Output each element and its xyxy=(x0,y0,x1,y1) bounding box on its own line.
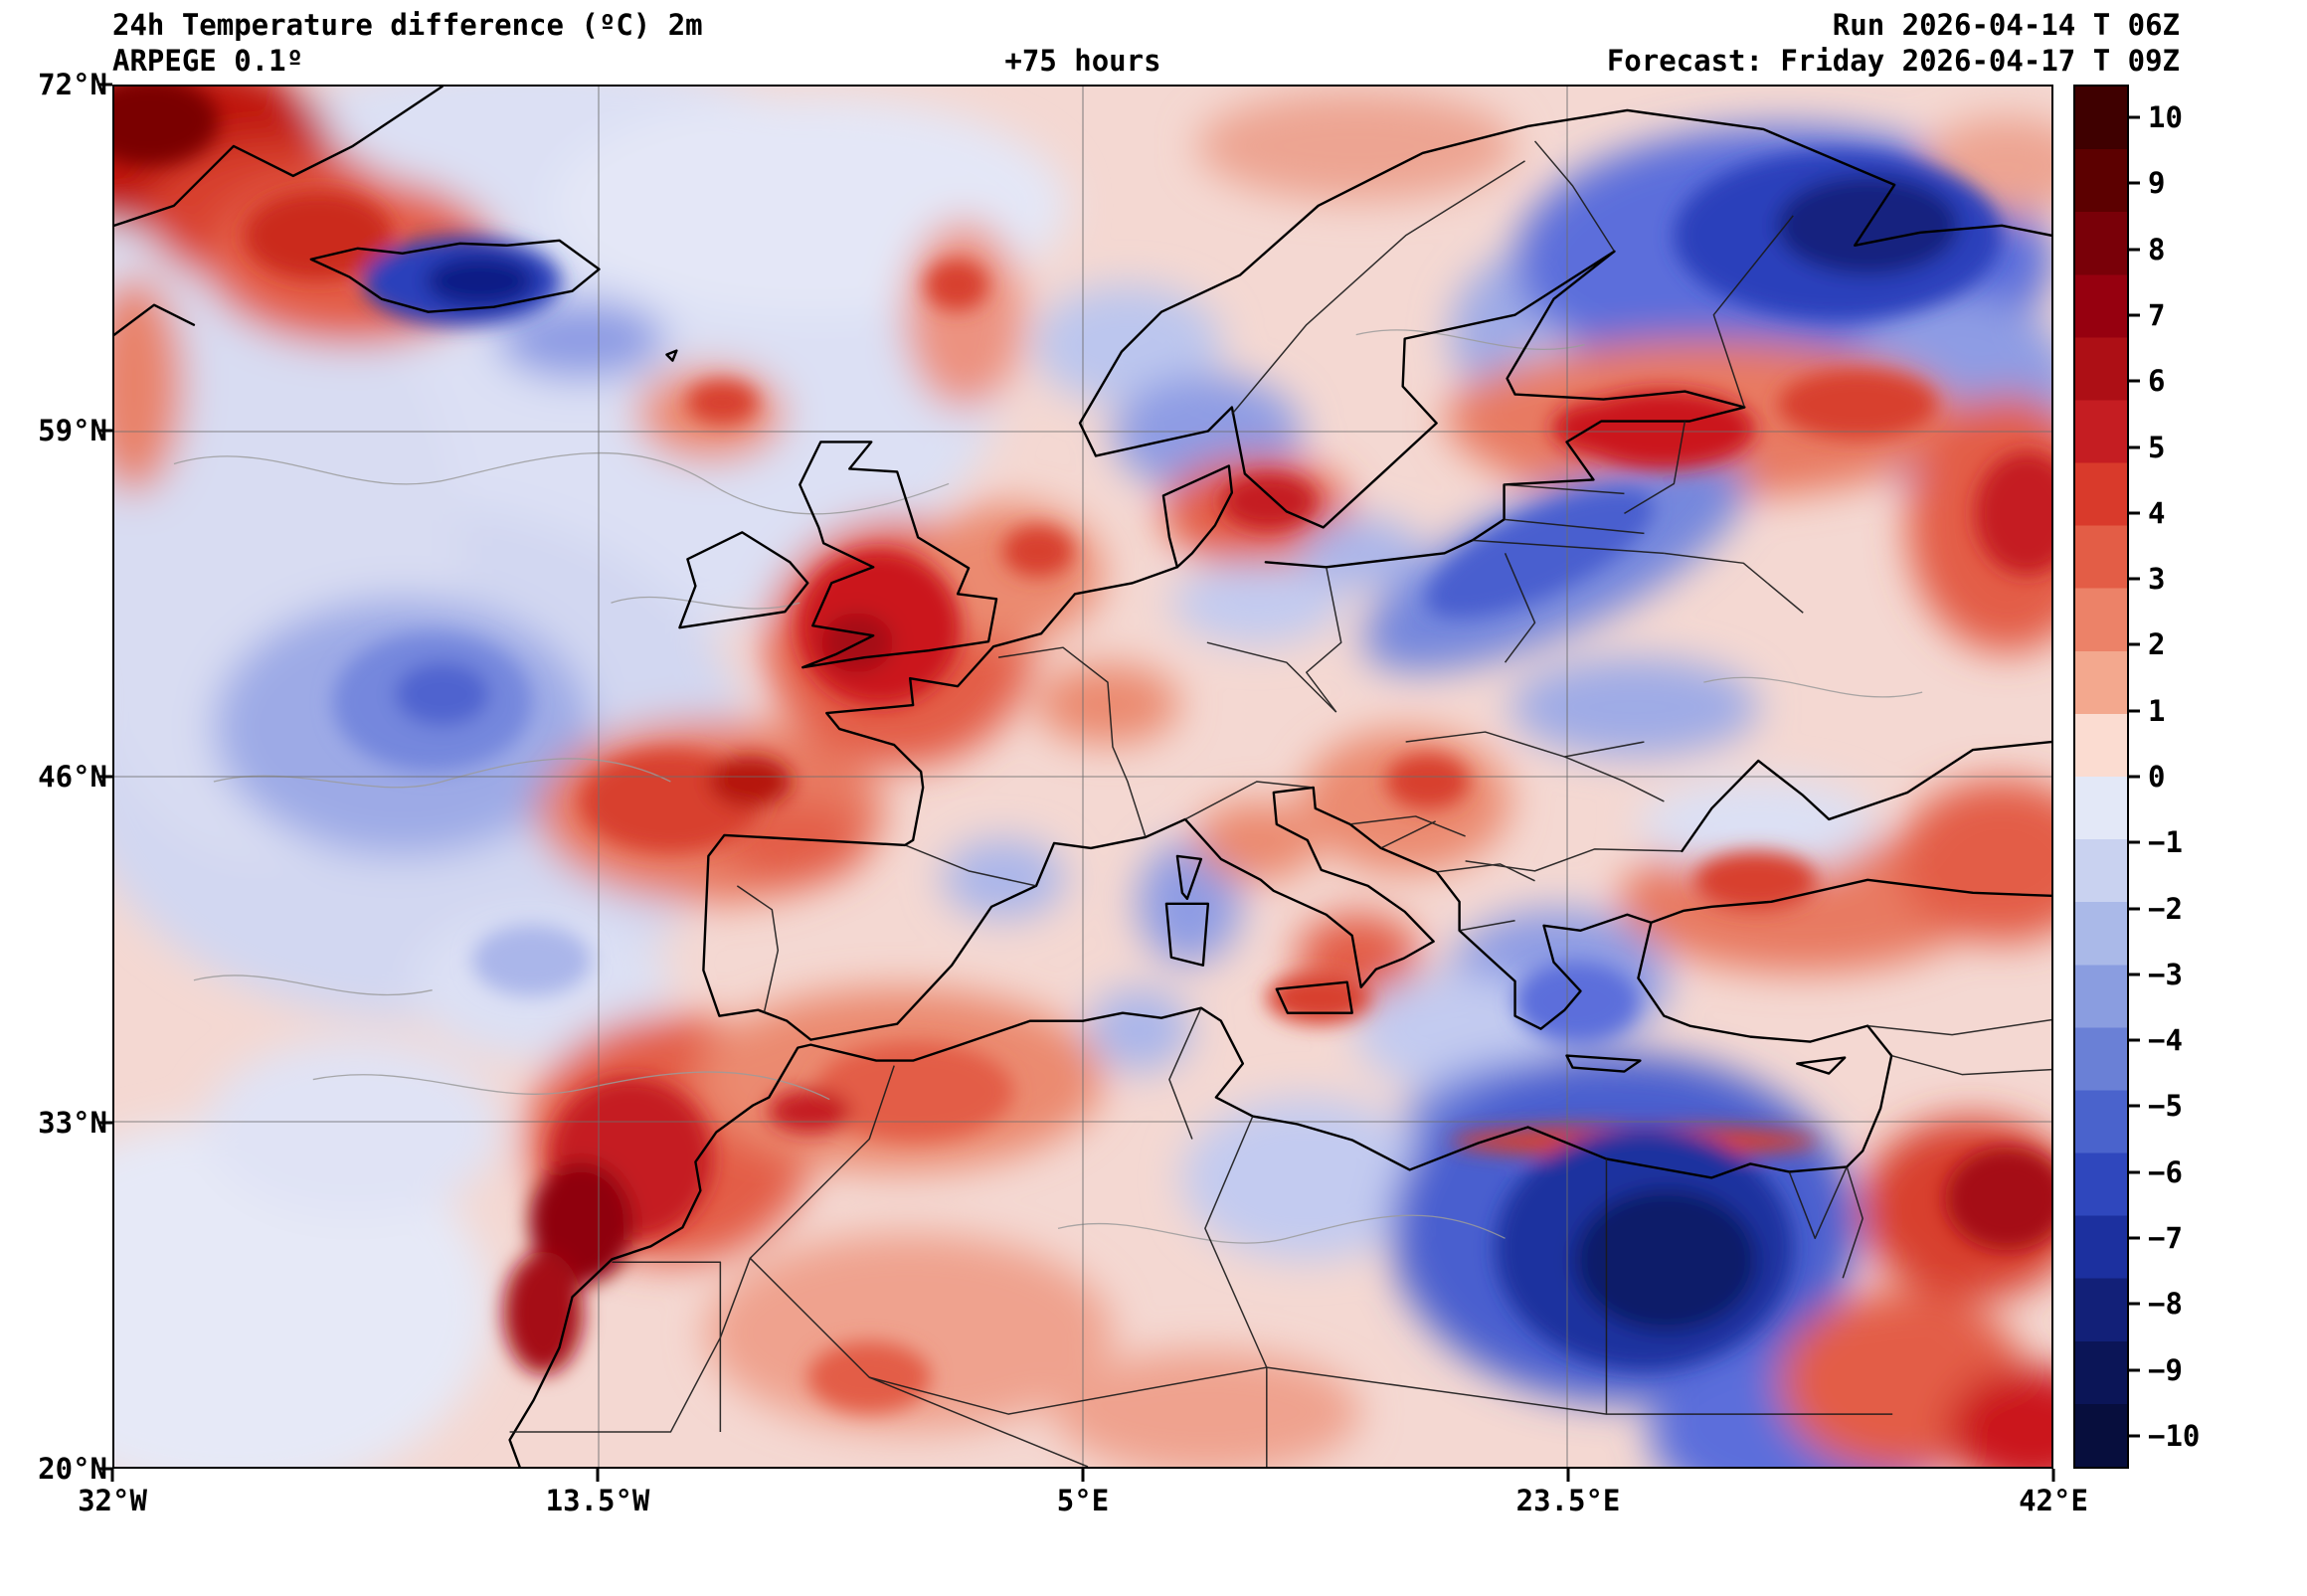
colorbar xyxy=(2073,85,2129,1469)
colorbar-tick-label: 3 xyxy=(2148,562,2166,597)
colorbar-tick-mark xyxy=(2129,248,2140,252)
lat-tick-label: 46°N xyxy=(38,760,107,794)
lat-tick-label: 20°N xyxy=(38,1452,107,1486)
colorbar-tick-label: −8 xyxy=(2148,1287,2183,1322)
lat-tick-label: 59°N xyxy=(38,414,107,447)
temperature-difference-field xyxy=(114,87,2051,1467)
lon-tick-mark xyxy=(2051,1469,2055,1482)
colorbar-tick-mark xyxy=(2129,1170,2140,1174)
lat-tick-label: 33°N xyxy=(38,1106,107,1140)
temperature-anomaly-cores xyxy=(114,87,2051,1414)
lat-tick-mark xyxy=(99,83,112,87)
colorbar-tick-label: 9 xyxy=(2148,166,2166,201)
lon-tick-mark xyxy=(110,1469,114,1482)
lead-time-label: +75 hours xyxy=(1004,44,1161,78)
colorbar-tick-mark xyxy=(2129,511,2140,515)
colorbar-tick-label: −1 xyxy=(2148,825,2183,860)
colorbar-tick-mark xyxy=(2129,1302,2140,1306)
zero-contour-lines xyxy=(173,329,1923,1244)
lat-tick-label: 72°N xyxy=(38,68,107,101)
lon-tick-label: 23.5°E xyxy=(1515,1484,1621,1517)
run-label: Run 2026-04-14 T 06Z xyxy=(1832,8,2180,42)
colorbar-tick-label: −9 xyxy=(2148,1352,2183,1387)
colorbar-tick-label: −6 xyxy=(2148,1154,2183,1189)
colorbar-tick-label: −5 xyxy=(2148,1089,2183,1124)
lon-tick-label: 13.5°W xyxy=(545,1484,650,1517)
colorbar-tick-label: −3 xyxy=(2148,957,2183,991)
colorbar-tick-label: −10 xyxy=(2148,1418,2201,1453)
forecast-label: Forecast: Friday 2026-04-17 T 09Z xyxy=(1606,44,2180,78)
colorbar-tick-label: 4 xyxy=(2148,495,2166,530)
colorbar-tick-mark xyxy=(2129,1434,2140,1438)
lon-tick-label: 5°E xyxy=(1056,1484,1110,1517)
lon-tick-label: 42°E xyxy=(2019,1484,2088,1517)
colorbar-tick-label: 8 xyxy=(2148,232,2166,266)
colorbar-tick-label: 1 xyxy=(2148,693,2166,728)
colorbar-tick-mark xyxy=(2129,973,2140,976)
colorbar-tick-mark xyxy=(2129,709,2140,713)
lon-tick-mark xyxy=(596,1469,600,1482)
colorbar-tick-label: 0 xyxy=(2148,760,2166,794)
colorbar-tick-label: 2 xyxy=(2148,627,2166,662)
colorbar-tick-label: −7 xyxy=(2148,1221,2183,1255)
colorbar-tick-mark xyxy=(2129,775,2140,779)
colorbar-tick-mark xyxy=(2129,115,2140,119)
colorbar-tick-mark xyxy=(2129,840,2140,844)
colorbar-tick-label: 5 xyxy=(2148,430,2166,464)
lon-tick-mark xyxy=(1081,1469,1085,1482)
model-label: ARPEGE 0.1º xyxy=(112,44,304,78)
colorbar-tick-mark xyxy=(2129,1038,2140,1042)
colorbar-tick-label: 7 xyxy=(2148,298,2166,332)
colorbar-tick-label: −2 xyxy=(2148,891,2183,926)
colorbar-tick-mark xyxy=(2129,1368,2140,1372)
colorbar-tick-mark xyxy=(2129,379,2140,383)
colorbar-tick-mark xyxy=(2129,181,2140,185)
map-plot-area xyxy=(112,85,2053,1469)
lat-tick-mark xyxy=(99,1467,112,1471)
graticule xyxy=(114,87,2051,1467)
colorbar-tick-mark xyxy=(2129,1104,2140,1108)
country-borders xyxy=(509,140,2051,1467)
colorbar-tick-label: 10 xyxy=(2148,100,2183,135)
colorbar-tick-mark xyxy=(2129,577,2140,581)
colorbar-tick-label: 6 xyxy=(2148,364,2166,399)
lat-tick-mark xyxy=(99,1121,112,1125)
colorbar-tick-mark xyxy=(2129,642,2140,646)
lat-tick-mark xyxy=(99,429,112,433)
chart-title: 24h Temperature difference (ºC) 2m xyxy=(112,8,703,42)
lat-tick-mark xyxy=(99,775,112,779)
colorbar-tick-label: −4 xyxy=(2148,1023,2183,1058)
lon-tick-mark xyxy=(1566,1469,1570,1482)
colorbar-tick-mark xyxy=(2129,313,2140,317)
lon-tick-label: 32°W xyxy=(78,1484,147,1517)
coastlines xyxy=(114,87,2051,1467)
colorbar-tick-mark xyxy=(2129,1236,2140,1240)
colorbar-tick-mark xyxy=(2129,445,2140,449)
colorbar-tick-mark xyxy=(2129,907,2140,911)
